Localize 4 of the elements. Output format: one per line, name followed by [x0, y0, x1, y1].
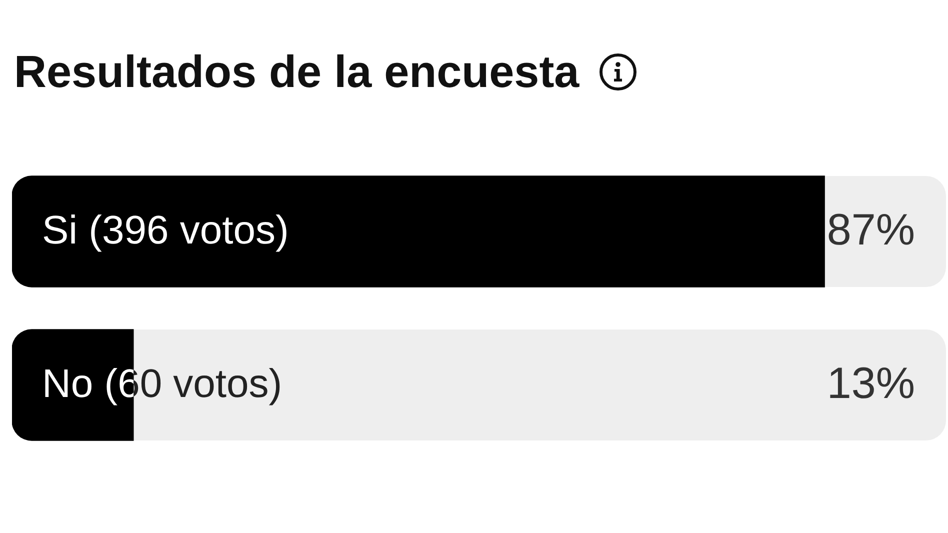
data-label: 13%: [826, 359, 915, 408]
data-label: 87%: [826, 206, 915, 255]
chart-title: Resultados de la encuesta: [14, 46, 580, 97]
y-tick-label: Si (396 votos): [42, 208, 289, 253]
